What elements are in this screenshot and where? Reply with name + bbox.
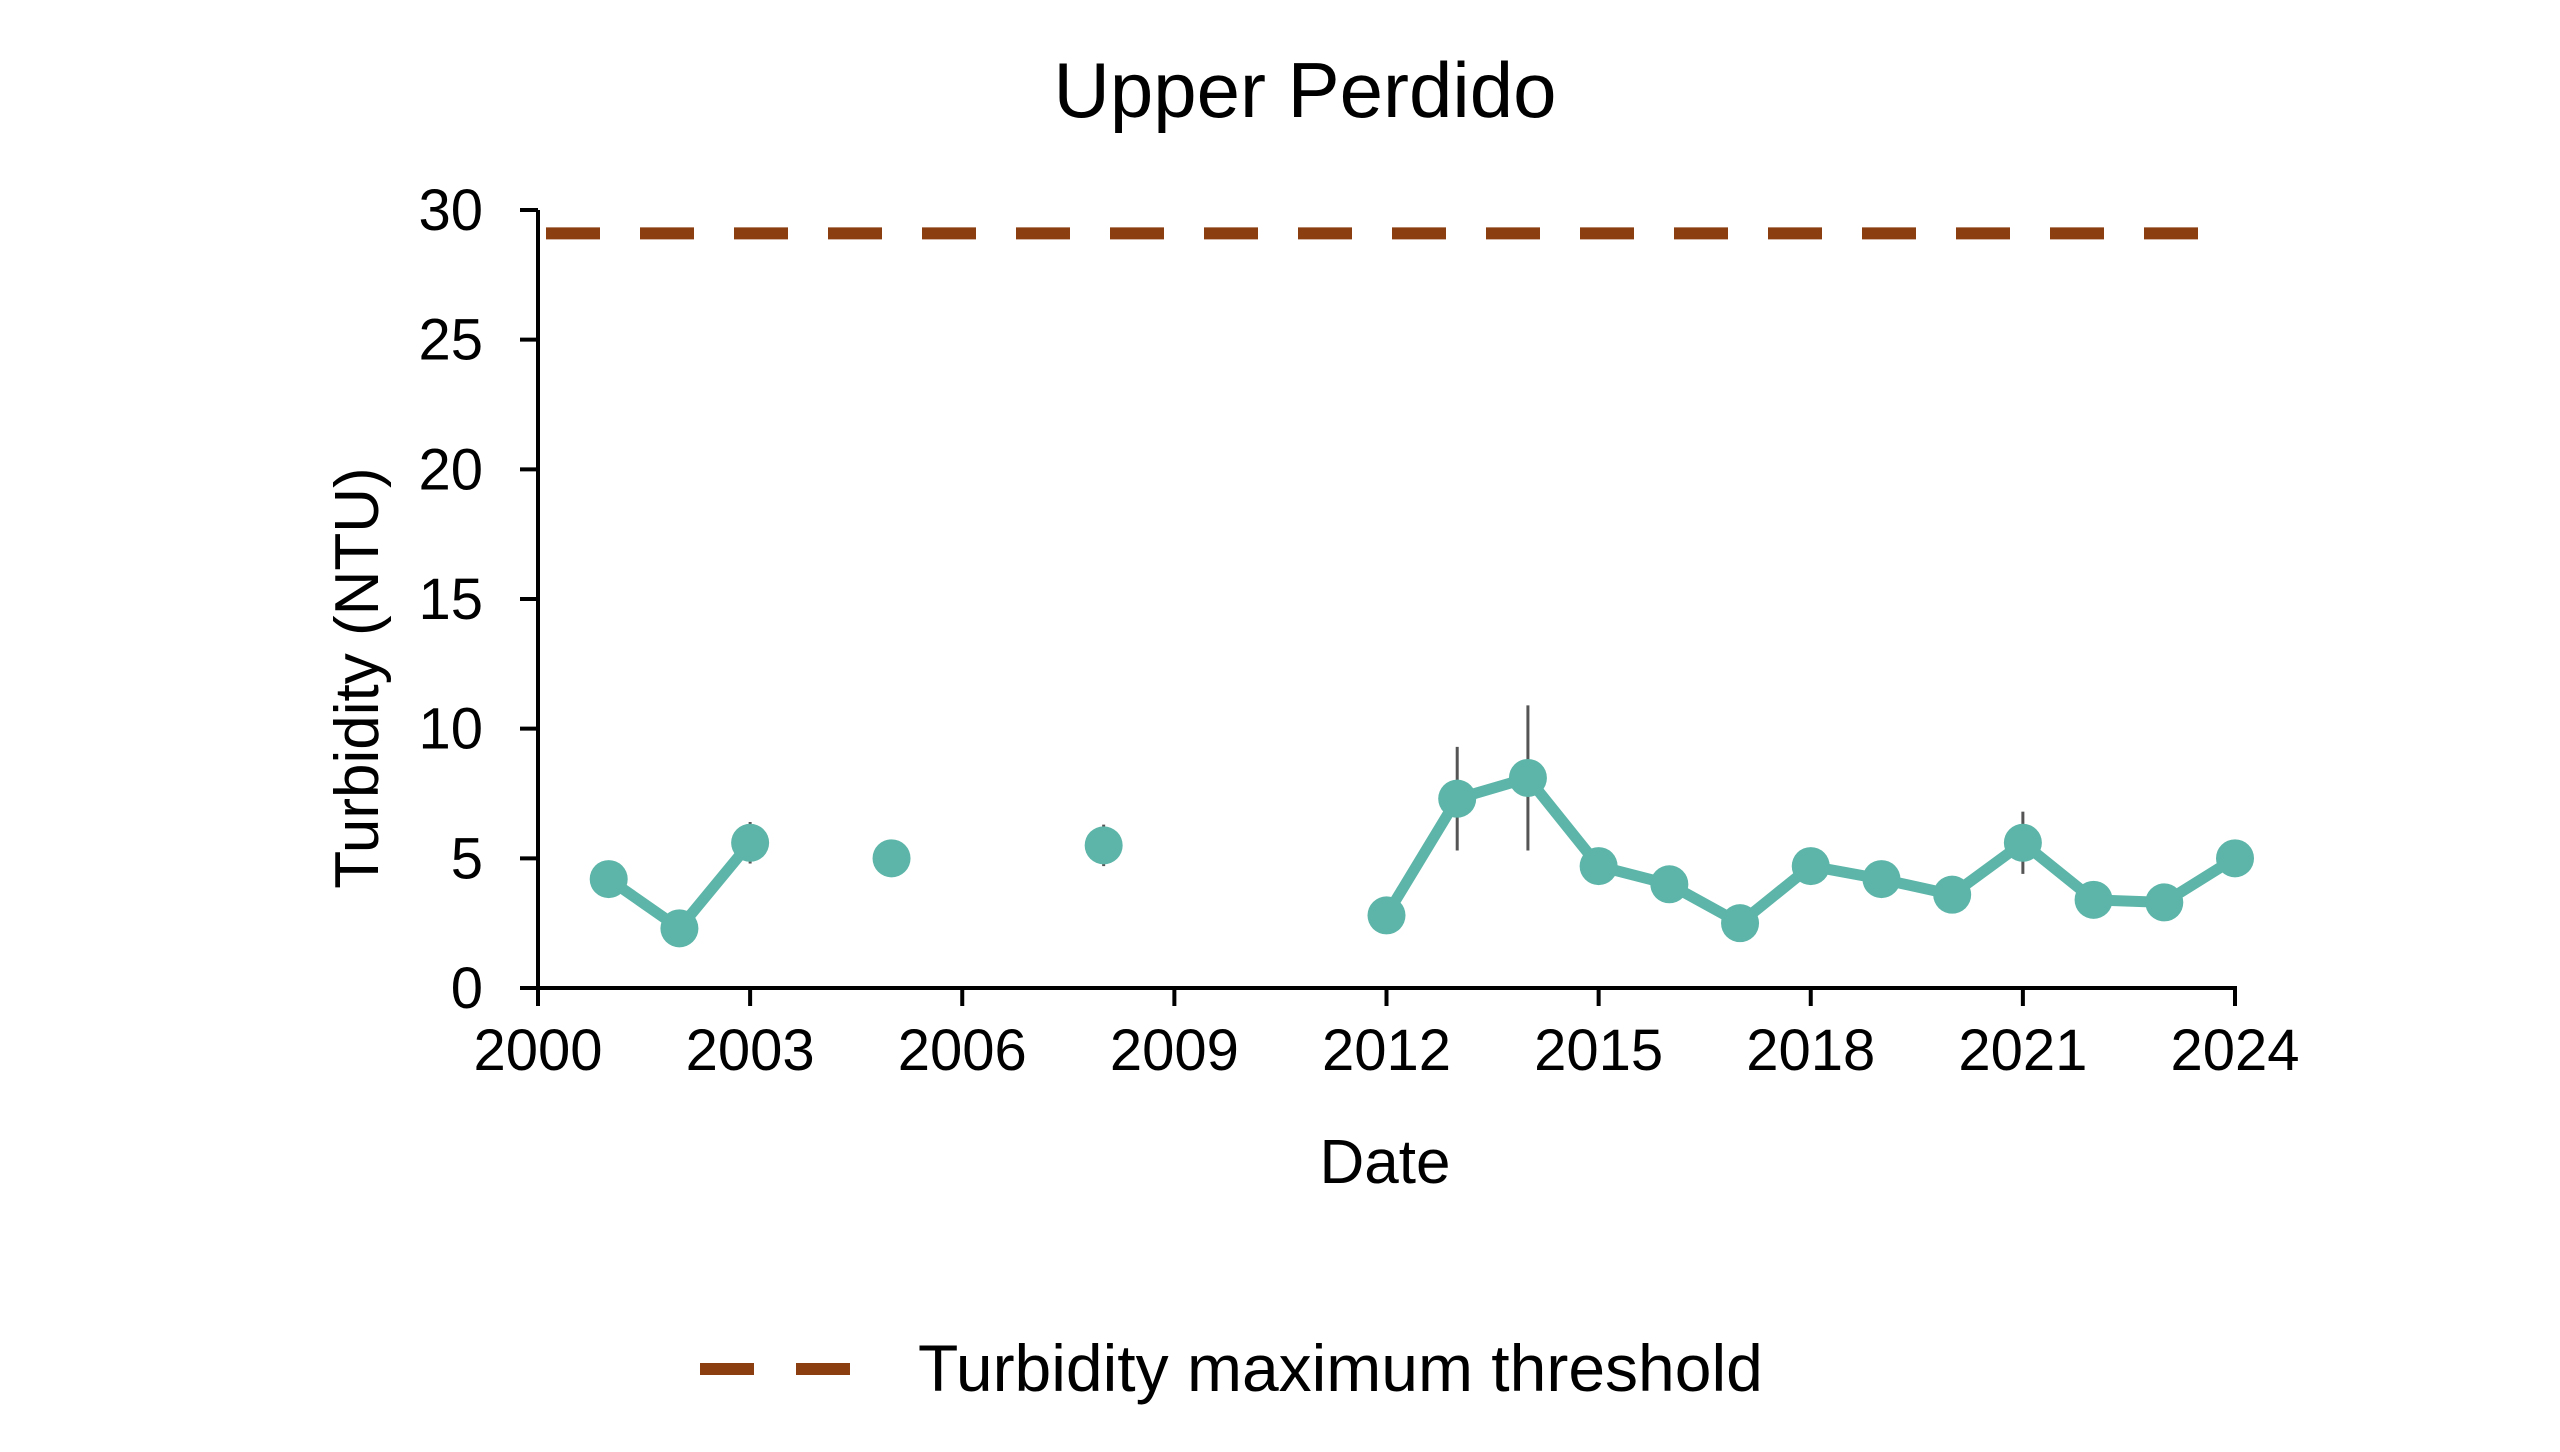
- data-point: [731, 823, 770, 862]
- x-tick-label: 2012: [1322, 1018, 1451, 1083]
- y-tick-label: 30: [418, 178, 483, 243]
- y-tick-label: 15: [418, 567, 483, 632]
- data-point: [1367, 896, 1406, 935]
- chart-title: Upper Perdido: [1054, 46, 1557, 134]
- data-point: [1508, 758, 1547, 797]
- data-point: [2145, 883, 2184, 922]
- y-tick-label: 25: [418, 308, 483, 373]
- data-point: [1084, 826, 1123, 865]
- data-point: [1650, 865, 1689, 904]
- data-point: [2003, 823, 2042, 862]
- data-point: [589, 860, 628, 899]
- x-tick-label: 2015: [1534, 1018, 1663, 1083]
- data-point: [2074, 880, 2113, 919]
- data-point: [1791, 847, 1830, 886]
- x-tick-label: 2006: [898, 1018, 1027, 1083]
- x-tick-label: 2003: [686, 1018, 815, 1083]
- y-tick-label: 10: [418, 697, 483, 762]
- y-tick-label: 0: [451, 956, 483, 1021]
- legend: Turbidity maximum threshold: [700, 1331, 1763, 1405]
- data-point: [1933, 875, 1972, 914]
- x-tick-label: 2021: [1958, 1018, 2087, 1083]
- y-axis-label: Turbidity (NTU): [323, 467, 392, 888]
- x-tick-label: 2018: [1746, 1018, 1875, 1083]
- y-tick-label: 20: [418, 437, 483, 502]
- data-point: [872, 839, 911, 878]
- legend-threshold-label: Turbidity maximum threshold: [918, 1331, 1763, 1405]
- data-point: [1721, 904, 1760, 943]
- data-point: [660, 909, 699, 948]
- x-tick-label: 2024: [2170, 1018, 2299, 1083]
- x-axis-label: Date: [1320, 1128, 1451, 1197]
- data-point: [1438, 779, 1477, 818]
- x-tick-label: 2009: [1110, 1018, 1239, 1083]
- data-point: [1579, 847, 1618, 886]
- data-point: [1862, 860, 1901, 899]
- x-tick-label: 2000: [473, 1018, 602, 1083]
- plot-area: 0 5 10 15 20 25 30 2000 2003 2006 2009 2012 2015 2018…: [418, 178, 2299, 1083]
- y-tick-label: 5: [451, 826, 483, 891]
- data-point: [2216, 839, 2254, 878]
